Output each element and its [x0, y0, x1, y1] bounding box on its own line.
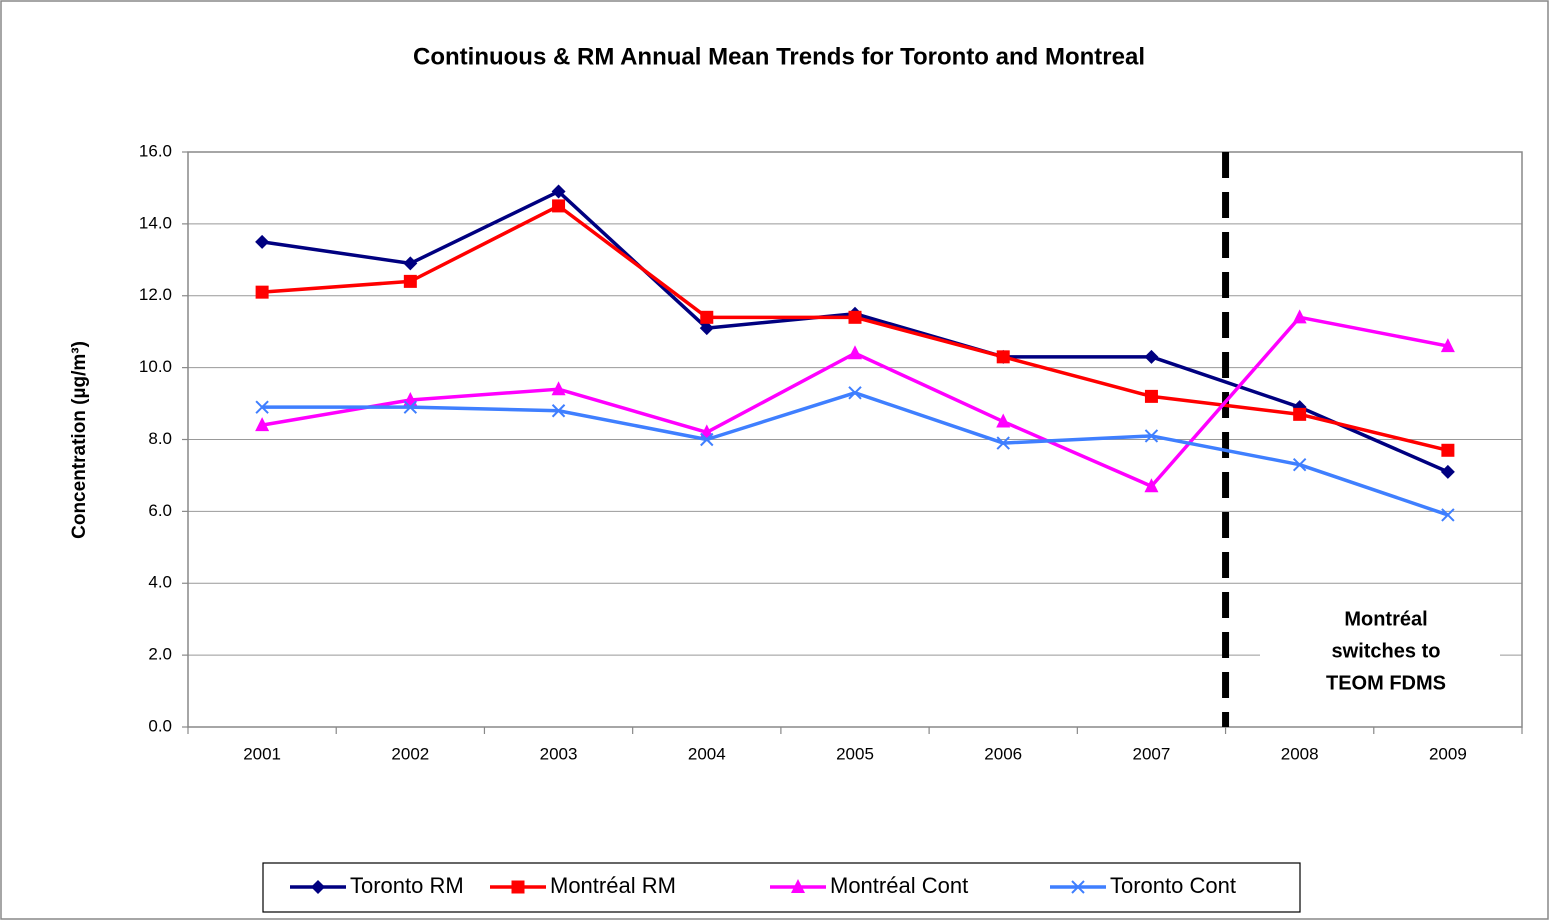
annotation: TEOM FDMS — [1326, 672, 1446, 694]
marker — [700, 310, 714, 324]
marker — [699, 321, 714, 336]
marker — [996, 350, 1010, 364]
legend-label: Montréal Cont — [830, 873, 968, 898]
marker — [511, 880, 525, 894]
x-tick-label: 2008 — [1281, 744, 1319, 763]
y-tick-label: 16.0 — [139, 141, 172, 160]
marker — [403, 274, 417, 288]
y-tick-label: 2.0 — [148, 645, 172, 664]
y-tick-label: 4.0 — [148, 573, 172, 592]
chart-title: Continuous & RM Annual Mean Trends for T… — [413, 43, 1145, 70]
y-tick-label: 14.0 — [139, 213, 172, 232]
marker — [1071, 880, 1085, 894]
legend-label: Toronto RM — [350, 873, 464, 898]
marker — [1144, 429, 1159, 443]
marker — [403, 400, 418, 414]
annotation-box — [1260, 600, 1500, 710]
marker — [255, 285, 269, 299]
marker — [848, 345, 862, 360]
marker — [1293, 407, 1307, 421]
x-tick-label: 2007 — [1133, 744, 1171, 763]
y-tick-label: 10.0 — [139, 357, 172, 376]
marker — [403, 256, 418, 271]
legend-label: Montréal RM — [550, 873, 676, 898]
marker — [1144, 349, 1159, 364]
x-tick-label: 2005 — [836, 744, 874, 763]
marker — [1440, 338, 1455, 353]
marker — [848, 310, 862, 324]
y-tick-label: 6.0 — [148, 501, 172, 520]
marker — [1144, 478, 1159, 493]
annotation: switches to — [1332, 640, 1441, 662]
marker — [255, 234, 270, 249]
marker — [1292, 309, 1307, 324]
plot-border — [187, 151, 1523, 728]
x-tick-label: 2004 — [688, 744, 726, 763]
annotation: Montréal — [1344, 608, 1427, 630]
legend-label: Toronto Cont — [1110, 873, 1236, 898]
y-tick-label: 12.0 — [139, 285, 172, 304]
marker — [551, 404, 566, 418]
y-axis-label: Concentration (µg/m³) — [69, 341, 90, 539]
marker — [1441, 443, 1455, 457]
marker — [996, 436, 1010, 450]
x-tick-label: 2003 — [540, 744, 578, 763]
marker — [791, 879, 805, 893]
marker — [1292, 457, 1307, 472]
marker — [1144, 389, 1158, 403]
marker — [255, 400, 269, 414]
y-tick-label: 8.0 — [148, 429, 172, 448]
x-tick-label: 2006 — [984, 744, 1022, 763]
marker — [551, 381, 566, 396]
x-tick-label: 2002 — [391, 744, 429, 763]
marker — [996, 413, 1011, 428]
marker — [311, 880, 325, 894]
marker — [1441, 508, 1455, 522]
x-tick-label: 2001 — [243, 744, 281, 763]
marker — [255, 417, 270, 432]
marker — [1440, 464, 1455, 479]
marker — [551, 184, 566, 199]
marker — [848, 386, 862, 400]
marker — [552, 199, 566, 213]
marker — [700, 432, 714, 447]
x-tick-label: 2009 — [1429, 744, 1467, 763]
y-tick-label: 0.0 — [148, 716, 172, 735]
